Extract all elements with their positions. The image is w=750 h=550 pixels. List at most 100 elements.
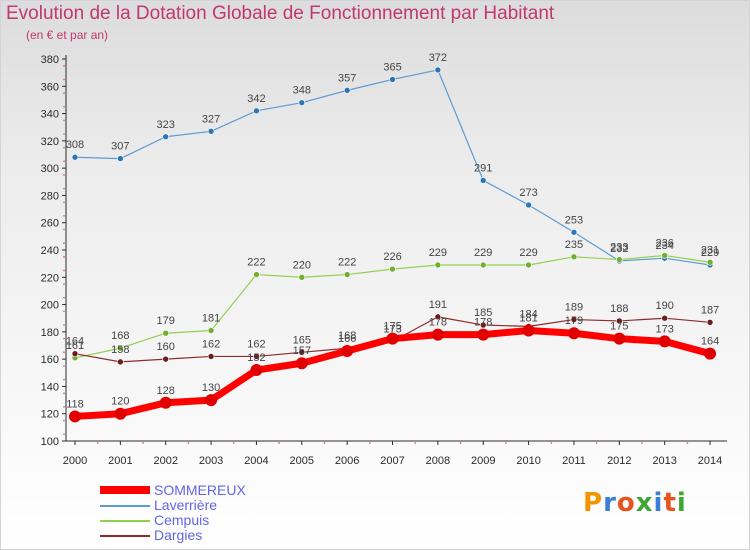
x-tick-label: 2000 [63,455,87,467]
y-minor-dot [63,146,65,149]
x-minor-dot [96,442,99,444]
data-label-dargies: 187 [701,304,719,316]
x-minor-dot [368,442,371,444]
data-label-cempuis: 168 [111,330,129,342]
data-point-dargies [253,353,260,360]
data-point-laverriere [207,128,215,135]
legend-swatch-sommereux [100,486,150,494]
x-minor-dot [641,442,643,444]
data-point-laverriere [162,133,170,141]
x-minor-dot [550,442,553,444]
data-point-laverriere [298,99,306,106]
y-tick-label: 120 [41,409,59,421]
data-label-cempuis: 222 [338,257,356,269]
data-point-sommereux [386,332,399,345]
data-point-cempuis [162,329,170,337]
data-point-laverriere [253,107,260,115]
data-point-dargies [434,313,442,321]
y-minor-dot [63,419,65,422]
y-minor-dot [63,119,65,122]
y-minor-dot [63,337,65,340]
x-minor-dot [414,442,417,444]
data-point-cempuis [479,261,487,269]
data-label-cempuis: 220 [293,259,311,271]
data-point-cempuis [117,344,124,352]
data-label-laverriere: 365 [383,61,401,73]
data-label-cempuis: 231 [701,244,719,256]
y-minor-dot [63,392,65,395]
data-label-sommereux: 128 [157,385,175,397]
data-label-sommereux: 175 [610,321,628,333]
data-label-laverriere: 308 [66,139,84,151]
y-tick-label: 260 [41,218,59,230]
data-label-dargies: 162 [247,338,265,350]
data-label-cempuis: 229 [519,247,537,259]
y-minor-dot [63,201,65,204]
data-point-sommereux [114,407,127,420]
x-tick-label: 2004 [244,455,268,467]
y-minor-dot [63,187,65,190]
data-point-sommereux [431,328,444,341]
data-point-sommereux [567,327,580,340]
data-point-laverriere [525,201,532,209]
data-point-sommereux [522,324,535,337]
data-point-cempuis [661,252,668,259]
data-label-dargies: 184 [519,308,537,320]
x-minor-dot [459,442,462,444]
x-tick-label: 2013 [652,455,676,467]
data-label-cempuis: 229 [429,247,447,259]
x-tick-label: 2005 [290,455,314,467]
y-tick-label: 380 [41,54,59,66]
y-minor-dot [63,92,65,95]
data-label-sommereux: 157 [293,345,311,357]
data-label-cempuis: 233 [610,242,628,254]
x-tick-label: 2002 [153,455,177,467]
y-minor-dot [63,296,65,299]
data-point-cempuis [207,327,215,334]
data-label-sommereux: 179 [565,315,583,327]
data-label-laverriere: 291 [474,162,492,174]
data-label-cempuis: 229 [474,247,492,259]
proxiti-logo: Proxiti [583,488,687,518]
data-label-dargies: 165 [293,334,311,346]
y-minor-dot [63,174,65,176]
x-tick-label: 2012 [607,455,631,467]
legend-item-laverriere: Laverrière [100,497,300,513]
x-tick-label: 2010 [516,455,540,467]
data-point-dargies [616,317,623,325]
data-point-sommereux [205,394,218,407]
x-minor-dot [278,442,281,444]
data-point-dargies [479,321,487,329]
y-tick-label: 200 [41,300,59,312]
y-tick-label: 140 [41,381,59,393]
y-minor-dot [63,365,65,367]
x-minor-dot [686,442,689,444]
data-label-laverriere: 372 [429,52,447,64]
y-minor-dot [63,310,65,313]
logo-letter: o [616,488,636,518]
y-minor-dot [63,133,65,135]
data-label-dargies: 189 [565,302,583,314]
y-tick-label: 240 [41,245,59,257]
y-minor-dot [63,283,65,286]
x-minor-dot [142,442,144,444]
y-minor-dot [63,105,65,108]
logo-letter: x [635,488,654,518]
legend-label-sommereux: SOMMEREUX [154,482,246,498]
data-label-sommereux: 181 [519,312,537,324]
legend-label-dargies: Dargies [154,527,203,543]
x-tick-label: 2008 [426,455,450,467]
x-minor-dot [323,442,326,444]
chart-subtitle: (en € et par an) [26,28,109,42]
x-tick-label: 2007 [380,455,404,467]
data-label-dargies: 162 [202,338,220,350]
legend-swatch-laverriere [100,505,150,507]
data-label-laverriere: 323 [157,119,175,131]
data-point-dargies [570,316,578,323]
data-label-cempuis: 161 [66,340,84,352]
data-point-sommereux [613,332,626,345]
y-tick-label: 360 [41,81,59,93]
data-label-dargies: 164 [66,336,84,348]
y-tick-label: 280 [41,190,59,202]
y-tick-label: 300 [41,163,59,175]
